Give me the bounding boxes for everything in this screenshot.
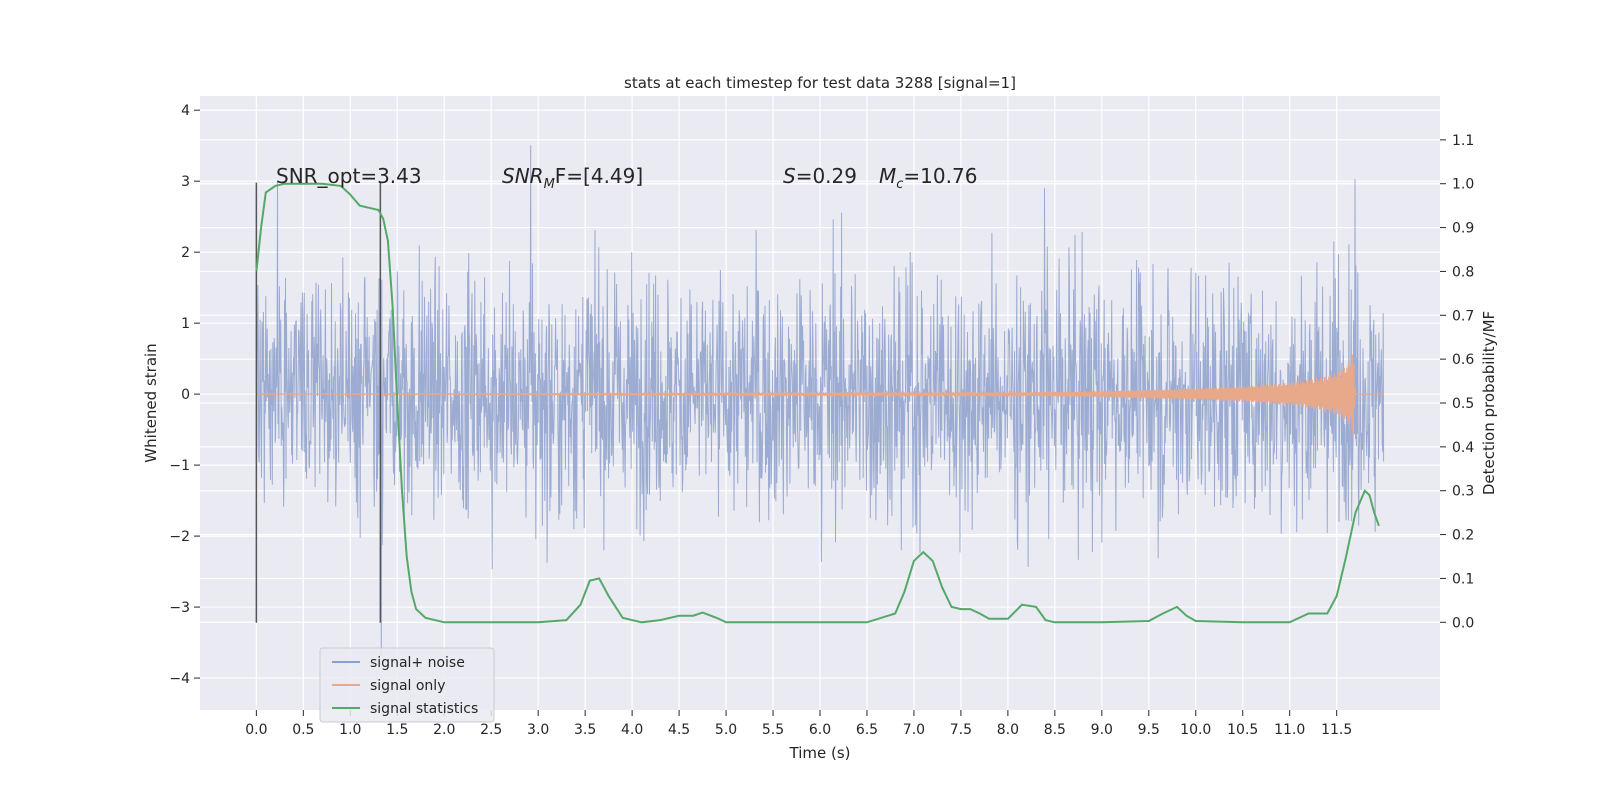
y-tick-label: 4 <box>181 103 190 119</box>
y2-tick-label: 0.6 <box>1452 352 1474 368</box>
y-tick-label: −3 <box>169 600 190 616</box>
chart-title: stats at each timestep for test data 328… <box>624 74 1016 92</box>
right-axis-ticks: 0.0 0.1 0.2 0.3 0.4 0.5 0.6 0.7 0.8 0.9 1.0 1.1 <box>1440 133 1474 631</box>
x-tick-label: 1.0 <box>339 722 361 738</box>
x-tick-label: 6.0 <box>809 722 831 738</box>
x-tick-label: 11.5 <box>1321 722 1352 738</box>
y2-tick-label: 0.5 <box>1452 396 1474 412</box>
x-axis-label: Time (s) <box>789 744 851 762</box>
y2-axis-label: Detection probability/MF <box>1480 311 1498 495</box>
annotation-s-suffix: =0.29 <box>796 164 857 188</box>
legend: signal+ noise signal only signal statist… <box>319 647 495 723</box>
vertical-markers <box>255 182 382 623</box>
y-axis-label: Whitened strain <box>142 343 160 462</box>
x-tick-label: 5.5 <box>762 722 784 738</box>
y2-tick-label: 0.9 <box>1452 221 1474 237</box>
y2-tick-label: 0.0 <box>1452 615 1474 631</box>
signal-noise-series <box>255 145 1385 656</box>
x-tick-label: 4.5 <box>668 722 690 738</box>
annotation-mc-suffix: =10.76 <box>903 164 977 188</box>
x-tick-label: 7.0 <box>903 722 925 738</box>
annotation-s-base: S <box>783 164 796 188</box>
x-tick-label: 6.5 <box>856 722 878 738</box>
x-tick-label: 2.0 <box>433 722 455 738</box>
signal-noise-line <box>255 145 1385 656</box>
x-tick-label: 2.5 <box>480 722 502 738</box>
legend-label-signal-noise: signal+ noise <box>370 655 465 671</box>
signal-only-line <box>256 354 1384 436</box>
annotation-snr-mf-suffix: F=[4.49] <box>555 164 643 188</box>
legend-box <box>319 647 495 723</box>
y2-tick-label: 1.0 <box>1452 177 1474 193</box>
signal-statistics-line <box>255 182 1380 624</box>
annotation-mc-sub: c <box>896 177 903 192</box>
y2-tick-label: 0.8 <box>1452 264 1474 280</box>
y2-tick-label: 0.3 <box>1452 484 1474 500</box>
y2-tick-label: 0.4 <box>1452 440 1474 456</box>
annotation-snr-opt: SNR_opt=3.43 <box>276 164 422 188</box>
y-tick-label: 0 <box>181 387 190 403</box>
y-tick-label: 3 <box>181 174 190 190</box>
x-tick-label: 5.0 <box>715 722 737 738</box>
x-tick-label: 10.0 <box>1180 722 1211 738</box>
legend-label-signal-only: signal only <box>370 678 445 694</box>
signal-only-series <box>256 354 1384 436</box>
bottom-axis-ticks: 0.0 0.5 1.0 1.5 2.0 2.5 3.0 3.5 4.0 4.5 5.0 5.5 6.0 6… <box>245 710 1352 738</box>
x-tick-label: 0.5 <box>292 722 314 738</box>
x-tick-label: 4.0 <box>621 722 643 738</box>
x-tick-label: 0.0 <box>245 722 267 738</box>
annotation-mc-base: M <box>879 164 896 188</box>
y2-tick-label: 0.1 <box>1452 571 1474 587</box>
y-tick-label: 1 <box>181 316 190 332</box>
y-tick-label: −2 <box>169 529 190 545</box>
annotation-snr-mf: SNRMF=[4.49] <box>502 164 643 192</box>
x-tick-label: 1.5 <box>386 722 408 738</box>
x-tick-label: 8.5 <box>1044 722 1066 738</box>
x-tick-label: 9.5 <box>1138 722 1160 738</box>
x-tick-label: 3.5 <box>574 722 596 738</box>
left-axis-ticks: −4 −3 −2 −1 0 1 2 3 4 <box>169 103 200 687</box>
annotation-s: S=0.29 <box>783 164 857 188</box>
annotation-snr-mf-base: SNR <box>502 164 544 188</box>
legend-label-signal-statistics: signal statistics <box>370 701 478 717</box>
x-tick-label: 10.5 <box>1227 722 1258 738</box>
x-tick-label: 11.0 <box>1274 722 1305 738</box>
x-tick-label: 8.0 <box>997 722 1019 738</box>
y-tick-label: −1 <box>169 458 190 474</box>
x-tick-label: 7.5 <box>950 722 972 738</box>
annotation-snr-mf-sub: M <box>544 177 555 192</box>
signal-statistics-series <box>255 182 1380 624</box>
x-tick-label: 3.0 <box>527 722 549 738</box>
x-tick-label: 9.0 <box>1091 722 1113 738</box>
annotation-mc: Mc=10.76 <box>879 164 977 192</box>
y2-tick-label: 0.7 <box>1452 308 1474 324</box>
y2-tick-label: 1.1 <box>1452 133 1474 149</box>
y-tick-label: −4 <box>169 671 190 687</box>
y2-tick-label: 0.2 <box>1452 528 1474 544</box>
y-tick-label: 2 <box>181 245 190 261</box>
